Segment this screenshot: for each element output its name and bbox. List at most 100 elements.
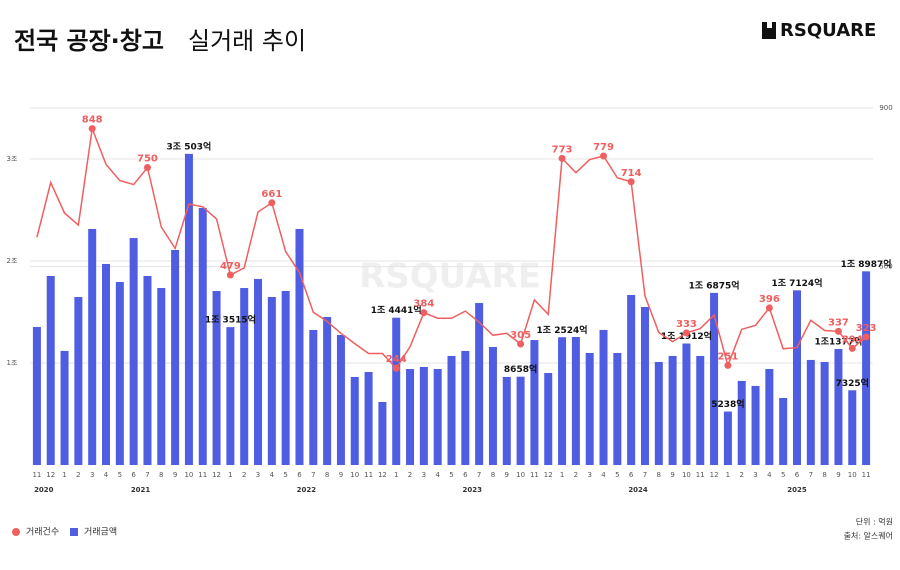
line-value-label: 779 [593,142,614,153]
bar [710,292,719,465]
line-marker [558,154,566,162]
x-tick-label: 4 [767,471,772,479]
bar [406,369,415,465]
bar [171,249,180,465]
x-tick-label: 2 [76,471,80,479]
x-group-label: 2024 [628,486,648,494]
chart-title: 실거래 추이 [188,27,306,55]
x-group-label: 2025 [787,486,807,494]
legend-marker [12,528,20,536]
x-tick-label: 6 [629,471,634,479]
bar [571,336,580,465]
bar [834,348,843,465]
source-note: 출처: 알스퀘어 [844,531,893,541]
x-tick-label: 10 [184,471,193,479]
bar [765,369,774,465]
bar [737,380,746,465]
x-tick-label: 6 [795,471,800,479]
line-marker [517,340,525,348]
bar [461,350,470,465]
legend-label: 거래금액 [84,526,117,538]
line-value-label: 384 [413,299,434,310]
x-tick-label: 11 [530,471,539,479]
x-tick-label: 6 [131,471,136,479]
bar [696,355,705,465]
bar [779,397,788,465]
bar [433,369,442,465]
x-tick-label: 9 [670,471,674,479]
bar [309,329,318,465]
line-value-label: 396 [759,294,780,305]
bar [627,294,636,465]
x-tick-label: 3 [422,471,426,479]
x-tick-label: 5 [449,471,453,479]
x-tick-label: 9 [505,471,509,479]
line-marker [834,327,842,335]
x-tick-label: 2 [574,471,578,479]
x-tick-label: 12 [212,471,221,479]
line-value-label: 337 [828,317,849,328]
bar [157,288,166,465]
bar [848,390,857,465]
bar [129,238,138,465]
line-marker [627,178,635,186]
line-value-label: 294 [842,334,863,345]
legend-label: 거래건수 [26,527,59,538]
bar [806,359,815,465]
x-group-label: 2020 [34,486,54,494]
x-tick-label: 1 [228,471,232,479]
bar [862,271,871,465]
brand-logo: RSQUARE [780,20,876,41]
bar [668,355,677,465]
line-value-label: 323 [856,323,877,334]
x-tick-label: 12 [46,471,55,479]
x-tick-label: 2 [408,471,412,479]
x-tick-label: 11 [364,471,373,479]
x-tick-label: 5 [283,471,287,479]
bar-value-label: 1조 3515억 [205,314,256,326]
x-tick-label: 4 [104,471,109,479]
x-tick-label: 1 [62,471,66,479]
bar [240,288,249,465]
bar [60,350,69,465]
bar [419,366,428,465]
bar-value-label: 3조 503억 [167,140,212,152]
line-value-label: 305 [510,330,531,341]
x-tick-label: 5 [615,471,619,479]
line-value-label: 714 [621,168,642,179]
x-tick-label: 8 [657,471,661,479]
line-value-label: 479 [220,261,241,272]
x-tick-label: 8 [159,471,163,479]
bar [475,303,484,465]
x-tick-label: 1 [726,471,730,479]
line-value-label: 750 [137,154,158,165]
bar [820,361,829,465]
x-tick-label: 11 [198,471,207,479]
bar [640,307,649,465]
x-tick-label: 2 [739,471,743,479]
bar [792,290,801,465]
x-tick-label: 11 [696,471,705,479]
legend-marker [70,528,78,536]
line-marker [848,344,856,352]
chart-title: 전국 공장·창고 [14,27,164,55]
x-tick-label: 9 [836,471,840,479]
brand-icon [762,22,776,39]
line-value-label: 244 [386,354,407,365]
bar-value-label: 1조 7124억 [771,277,822,289]
x-tick-label: 4 [270,471,275,479]
x-tick-label: 3 [753,471,757,479]
x-tick-label: 1 [394,471,398,479]
line-marker [724,361,732,369]
x-tick-label: 8 [822,471,826,479]
bar [654,361,663,465]
line-marker [682,329,690,337]
x-tick-label: 5 [781,471,785,479]
bar [751,385,760,465]
x-tick-label: 9 [339,471,343,479]
line-marker [268,199,276,207]
x-tick-label: 12 [378,471,387,479]
line-marker [392,364,400,372]
x-tick-label: 7 [145,471,149,479]
